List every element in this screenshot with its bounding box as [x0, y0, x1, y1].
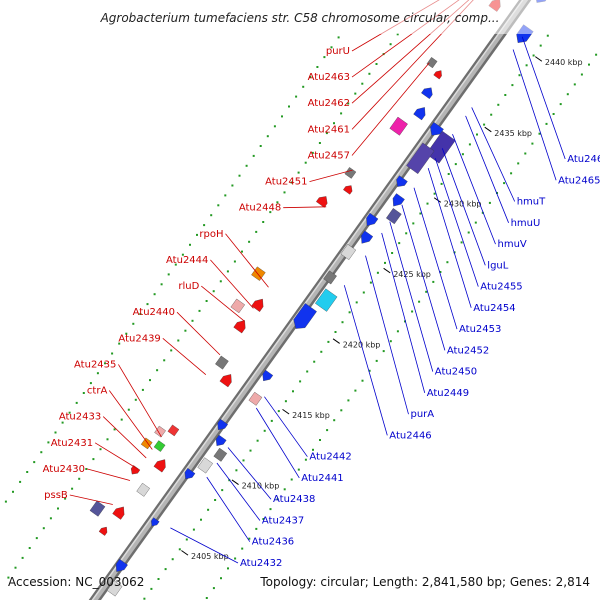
- leader-line: [441, 148, 486, 266]
- leader-line: [309, 169, 353, 182]
- gene-label: Atu2441: [301, 473, 343, 484]
- gene-label: rpoH: [199, 229, 223, 240]
- leader-line: [427, 167, 472, 308]
- gene-label: Atu2451: [265, 177, 307, 188]
- leader-line: [351, 62, 430, 156]
- leader-line: [102, 416, 147, 459]
- summary-text: Topology: circular; Length: 2,841,580 bp…: [259, 575, 590, 589]
- chromosome-backbone: [87, 0, 532, 604]
- scale-tick-label: 2415 kbp: [292, 411, 330, 420]
- gene-label: Atu2455: [480, 282, 522, 293]
- leader-line: [255, 407, 300, 479]
- leader-line: [401, 204, 446, 351]
- leader-line: [210, 259, 254, 309]
- gene-label: Atu2457: [308, 151, 350, 162]
- leader-line: [225, 233, 269, 288]
- gene-label: Atu2463: [308, 72, 350, 83]
- gene-label: Atu2466: [567, 154, 600, 165]
- gene-label: Atu2430: [43, 464, 85, 475]
- map-title: Agrobacterium tumefaciens str. C58 chrom…: [100, 11, 500, 25]
- gene-label: Atu2454: [473, 303, 515, 314]
- gene-label: hmuT: [517, 197, 546, 208]
- gene-label: Atu2452: [447, 345, 489, 356]
- scale-tick-label: 2425 kbp: [393, 270, 431, 279]
- gene-label: Atu2436: [252, 537, 294, 548]
- reverse-gene-labels: Atu2466 Atu2465 hmuT hmuU hmuV lguL Atu2455 Atu…: [170, 36, 600, 569]
- accession-text: Accession: NC_003062: [8, 575, 144, 589]
- leader-line: [227, 447, 272, 500]
- leader-line: [108, 390, 153, 450]
- gene-label: rluD: [178, 281, 199, 292]
- leader-line: [465, 115, 509, 223]
- gene-label: pssB: [44, 490, 68, 501]
- scale-tick-label: 2435 kbp: [494, 129, 532, 138]
- leader-line: [176, 311, 221, 356]
- gene-label: Atu2465: [558, 175, 600, 186]
- leader-line: [381, 232, 426, 394]
- gene-label: hmuV: [498, 239, 527, 250]
- leader-line: [206, 476, 251, 542]
- gene-label: Atu2437: [262, 516, 304, 527]
- leader-line: [413, 187, 458, 330]
- leader-line: [389, 221, 434, 372]
- forward-gene-labels: purU Atu2463 Atu2462 Atu2461 Atu2457 Atu2451 A…: [43, 0, 474, 505]
- leader-line: [343, 285, 388, 436]
- gene-label: purA: [411, 409, 435, 420]
- leader-line: [118, 364, 162, 438]
- gene-label: ctrA: [87, 386, 108, 397]
- leader-line: [162, 337, 207, 376]
- leader-line: [512, 49, 557, 181]
- gene-label: Atu2431: [51, 438, 93, 449]
- gene-label: Atu2462: [308, 98, 350, 109]
- leader-line: [69, 494, 113, 505]
- leader-line: [201, 285, 245, 322]
- gene-label: Atu2444: [166, 255, 208, 266]
- gene-label: lguL: [487, 260, 508, 271]
- scale-tick-label: 2440 kbp: [545, 58, 583, 67]
- gene-label: Atu2442: [309, 452, 351, 463]
- leader-line: [452, 134, 496, 245]
- leader-line: [216, 462, 261, 521]
- gene-label: Atu2449: [427, 388, 469, 399]
- gene-label: Atu2432: [240, 558, 282, 569]
- gene-label: Atu2461: [308, 124, 350, 135]
- leader-line: [283, 206, 327, 209]
- leader-line: [170, 527, 239, 564]
- gene-label: Atu2435: [74, 359, 116, 370]
- gene-label: Atu2440: [133, 307, 175, 318]
- leader-line: [521, 36, 566, 160]
- leader-line: [94, 442, 139, 470]
- gene-label: Atu2448: [239, 203, 281, 214]
- leader-line: [434, 158, 479, 287]
- leader-line: [86, 468, 131, 481]
- gene-label: Atu2438: [273, 494, 315, 505]
- gene-label: Atu2453: [459, 324, 501, 335]
- gene-label: Atu2433: [59, 412, 101, 423]
- leader-line: [471, 107, 516, 202]
- gene-label: purU: [326, 46, 350, 57]
- gene-label: Atu2450: [435, 367, 477, 378]
- gene-label: hmuU: [511, 218, 541, 229]
- leader-line: [264, 396, 308, 457]
- scale-tick-label: 2405 kbp: [191, 552, 229, 561]
- gene-label: Atu2439: [118, 333, 160, 344]
- leader-line: [365, 255, 409, 415]
- gene-label: Atu2446: [389, 430, 431, 441]
